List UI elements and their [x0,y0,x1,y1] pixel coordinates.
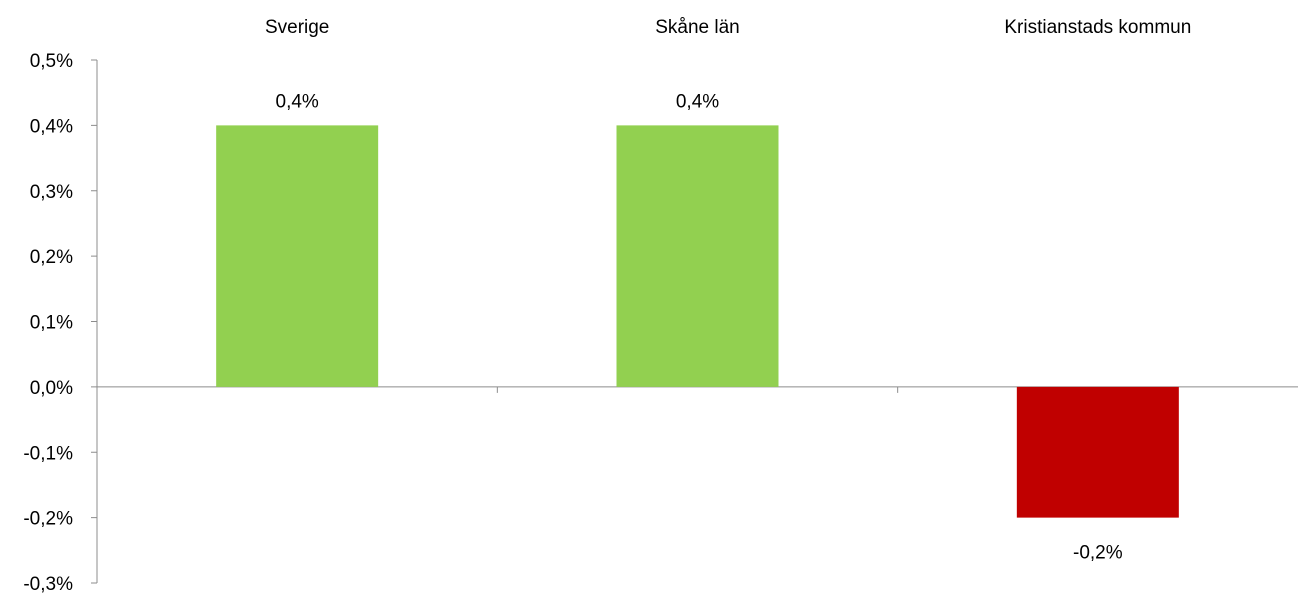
y-tick-label: 0,0% [30,378,73,399]
bar-1 [216,125,379,387]
y-tick-label: -0,2% [23,509,73,530]
data-label: -0,2% [1073,543,1123,564]
y-tick-label: -0,1% [23,443,73,464]
y-axis: 0,5% 0,4% 0,3% 0,2% 0,1% 0,0% -0,1% -0,2% -0,3% [23,51,98,593]
y-tick-label: 0,4% [30,116,73,137]
category-label: Skåne län [655,17,740,38]
y-tick-label: 0,2% [30,247,73,268]
category-labels: Sverige Skåne län Kristianstads kommun [265,17,1191,38]
data-label: 0,4% [276,91,319,112]
bars [216,125,1179,518]
category-label: Sverige [265,17,329,38]
y-tick-label: 0,3% [30,182,73,203]
data-labels: 0,4% 0,4% -0,2% [276,91,1123,563]
y-tick-label: 0,5% [30,51,73,72]
bar-3 [1016,386,1179,518]
bar-2 [616,125,779,387]
y-tick-label: 0,1% [30,313,73,334]
category-label: Kristianstads kommun [1004,17,1191,38]
data-label: 0,4% [676,91,719,112]
y-tick-label: -0,3% [23,574,73,593]
